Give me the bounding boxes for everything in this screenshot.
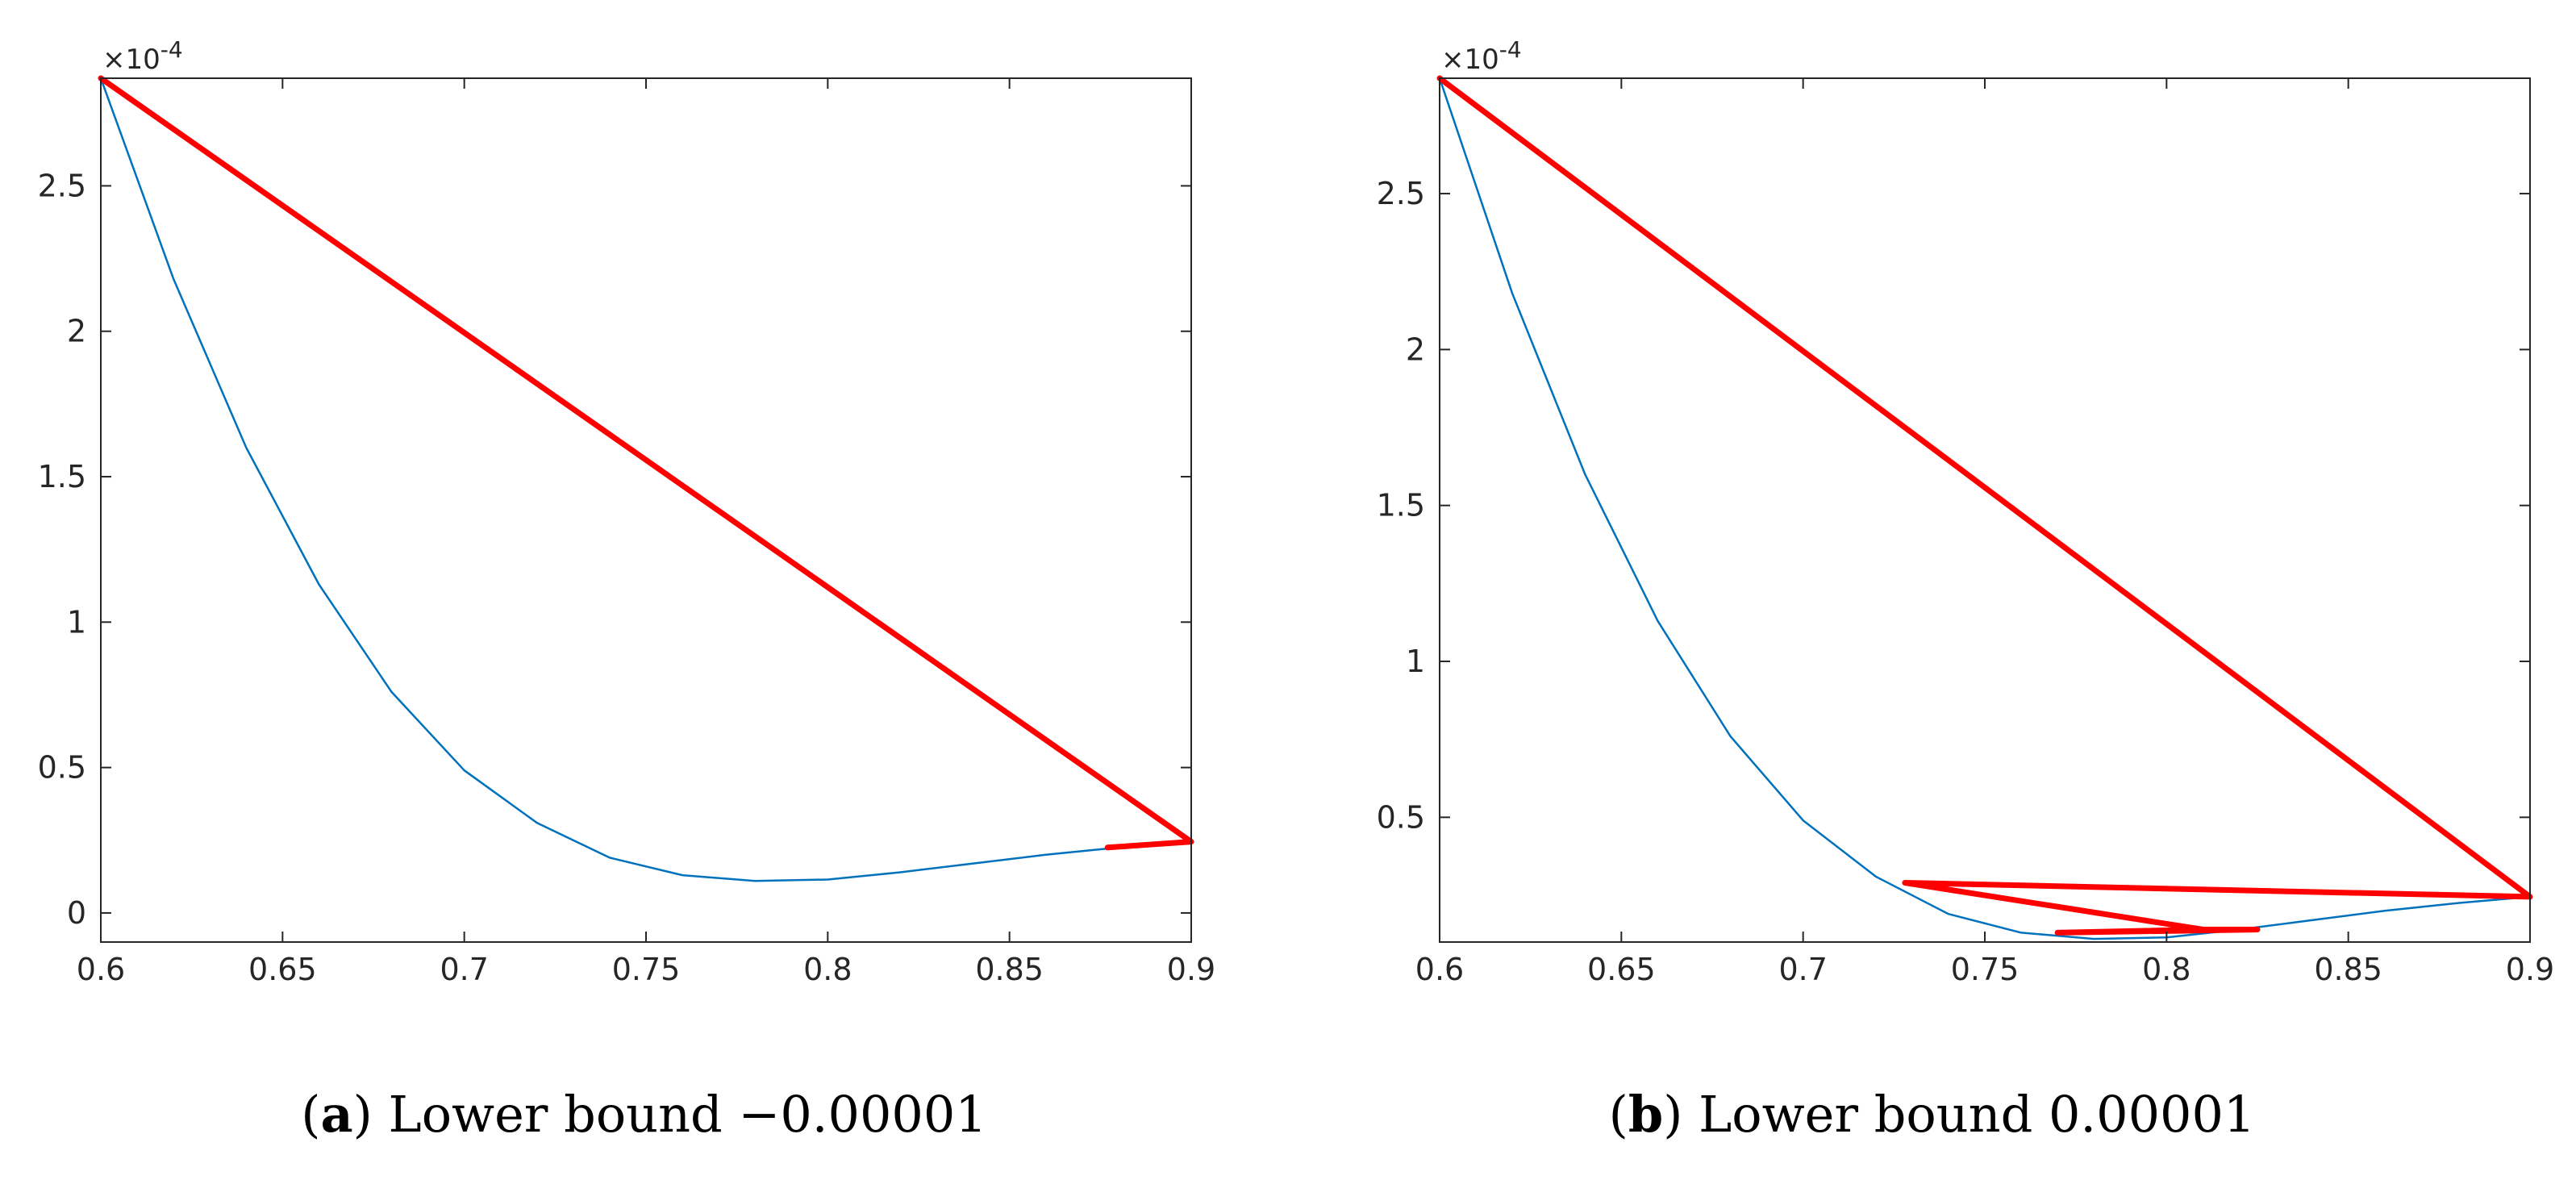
panel-a-xtick-label: 0.85: [975, 952, 1044, 987]
panel-a-ytick-label: 0: [67, 895, 86, 931]
panel-a-curve-line: [99, 77, 1193, 882]
caption-a: (a) Lower bound −0.00001: [301, 1085, 987, 1144]
panel-b-xtick-label: 0.8: [2142, 952, 2190, 987]
panel-b-ytick-label: 2.5: [1377, 176, 1425, 211]
panel-b-xtick-label: 0.75: [1951, 952, 2020, 987]
panel-a-xtick-label: 0.9: [1167, 952, 1215, 987]
panel-b-ytick-label: 1: [1406, 644, 1425, 679]
caption-a-letter: a: [320, 1085, 353, 1144]
panel-a-ytick-label: 2: [67, 314, 86, 349]
panel-b-ytick-label: 2: [1406, 331, 1425, 367]
panel-a-plot-area: [101, 78, 1191, 942]
panel-b-multiplier-exponent: -4: [1499, 36, 1522, 63]
panel-a-xtick-label: 0.7: [440, 952, 488, 987]
caption-a-text: Lower bound −0.00001: [388, 1085, 987, 1144]
panel-a-ytick-label: 1: [67, 604, 86, 640]
panel-b-xtick-label: 0.85: [2314, 952, 2382, 987]
plot-a: 0.6 0.65 0.7 0.75 0.8 0.85 0.9 0 0.5 1 1.5 2 2.5 ×10-…: [38, 36, 1216, 987]
panel-b-xtick-label: 0.7: [1778, 952, 1827, 987]
panel-b-xtick-label: 0.9: [2506, 952, 2554, 987]
caption-b-text: Lower bound 0.00001: [1699, 1085, 2256, 1144]
panel-b-plot-area: [1440, 78, 2530, 942]
caption-b: (b) Lower bound 0.00001: [1608, 1085, 2256, 1144]
panel-b-chord-line: [1436, 75, 2533, 936]
panel-a-axis-multiplier: ×10-4: [102, 36, 183, 76]
panel-a-ytick-label: 1.5: [38, 459, 86, 494]
panel-a-xtick-label: 0.65: [248, 952, 317, 987]
panel-a: 0.6 0.65 0.7 0.75 0.8 0.85 0.9 0 0.5 1 1.5 2 2.5 ×10-…: [38, 36, 1216, 1144]
panel-a-chord-line: [98, 75, 1194, 851]
panel-b-multiplier-base: ×10: [1441, 44, 1499, 76]
panel-b-ytick-label: 0.5: [1377, 799, 1425, 835]
caption-b-letter: b: [1628, 1085, 1664, 1144]
panel-b: 0.6 0.65 0.7 0.75 0.8 0.85 0.9 0.5 1 1.5 2 2.5 ×10-4…: [1288, 0, 2576, 1184]
panel-a-multiplier-exponent: -4: [160, 36, 183, 63]
panel-a-ytick-label: 0.5: [38, 750, 86, 786]
panel-a-ytick-label: 2.5: [38, 168, 86, 203]
panel-a-xtick-label: 0.8: [803, 952, 852, 987]
panel-b-xtick-label: 0.65: [1587, 952, 1656, 987]
plot-b: 0.6 0.65 0.7 0.75 0.8 0.85 0.9 0.5 1 1.5 2 2.5 ×10-4: [1377, 36, 2555, 987]
panel-b-xtick-label: 0.6: [1415, 952, 1464, 987]
panel-b-curve-line: [1438, 77, 2532, 940]
panel-a-multiplier-base: ×10: [102, 44, 160, 76]
panel-b-axis-multiplier: ×10-4: [1441, 36, 1522, 76]
panel-a-xtick-label: 0.75: [612, 952, 681, 987]
panel-a-xtick-label: 0.6: [77, 952, 125, 987]
panel-b-ytick-label: 1.5: [1377, 488, 1425, 523]
